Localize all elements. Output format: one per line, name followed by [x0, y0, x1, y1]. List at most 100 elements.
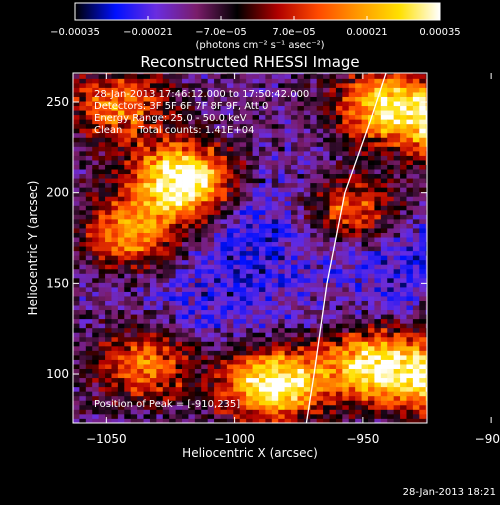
heatmap-cell: [233, 123, 241, 129]
heatmap-cell: [188, 259, 196, 265]
heatmap-cell: [291, 187, 298, 193]
heatmap-cell: [303, 110, 311, 116]
heatmap-cell: [310, 78, 318, 84]
heatmap-cell: [175, 277, 183, 283]
heatmap-cell: [73, 87, 80, 93]
heatmap-cell: [130, 255, 138, 261]
heatmap-cell: [297, 350, 305, 356]
heatmap-cell: [188, 359, 196, 365]
heatmap-cell: [303, 119, 311, 125]
heatmap-cell: [355, 123, 362, 129]
heatmap-cell: [246, 246, 253, 252]
heatmap-cell: [239, 386, 247, 392]
heatmap-cell: [162, 382, 170, 388]
heatmap-cell: [297, 191, 305, 197]
heatmap-cell: [278, 101, 286, 107]
heatmap-cell: [149, 250, 157, 256]
heatmap-cell: [137, 96, 144, 102]
heatmap-cell: [252, 214, 260, 220]
heatmap-cell: [137, 191, 144, 197]
heatmap-cell: [425, 137, 427, 143]
heatmap-cell: [124, 323, 132, 329]
heatmap-cell: [188, 286, 196, 292]
heatmap-cell: [278, 128, 286, 134]
heatmap-cell: [143, 191, 151, 197]
heatmap-cell: [310, 205, 318, 211]
heatmap-cell: [348, 200, 356, 206]
heatmap-cell: [252, 277, 260, 283]
heatmap-cell: [137, 341, 144, 347]
heatmap-cell: [419, 391, 427, 397]
heatmap-cell: [73, 241, 80, 247]
heatmap-cell: [361, 164, 369, 170]
heatmap-cell: [169, 128, 177, 134]
heatmap-cell: [348, 132, 356, 138]
heatmap-cell: [85, 386, 93, 392]
heatmap-cell: [355, 286, 362, 292]
heatmap-cell: [348, 110, 356, 116]
heatmap-cell: [284, 241, 292, 247]
heatmap-cell: [374, 282, 382, 288]
heatmap-cell: [117, 137, 125, 143]
heatmap-cell: [137, 305, 144, 311]
heatmap-cell: [220, 87, 228, 93]
heatmap-cell: [412, 196, 420, 202]
heatmap-cell: [111, 282, 119, 288]
heatmap-cell: [406, 250, 414, 256]
heatmap-cell: [226, 191, 234, 197]
heatmap-cell: [169, 286, 177, 292]
heatmap-cell: [98, 160, 106, 165]
heatmap-cell: [291, 286, 298, 292]
heatmap-cell: [156, 404, 164, 410]
heatmap-cell: [335, 400, 343, 406]
heatmap-cell: [226, 241, 234, 247]
heatmap-cell: [348, 128, 356, 134]
heatmap-cell: [258, 218, 266, 224]
heatmap-cell: [169, 146, 177, 152]
heatmap-cell: [156, 373, 164, 379]
heatmap-cell: [92, 323, 100, 329]
heatmap-cell: [201, 291, 209, 297]
heatmap-cell: [361, 332, 369, 338]
heatmap-cell: [406, 409, 414, 415]
heatmap-cell: [425, 268, 427, 274]
heatmap-cell: [79, 164, 87, 170]
heatmap-cell: [419, 350, 427, 356]
heatmap-cell: [194, 205, 202, 211]
heatmap-cell: [419, 191, 427, 197]
heatmap-cell: [368, 264, 375, 270]
heatmap-cell: [162, 318, 170, 324]
heatmap-cell: [297, 73, 305, 75]
heatmap-cell: [111, 205, 119, 211]
heatmap-cell: [387, 336, 395, 342]
heatmap-cell: [291, 264, 298, 270]
heatmap-cell: [406, 314, 414, 320]
heatmap-cell: [239, 359, 247, 365]
heatmap-cell: [124, 209, 132, 215]
heatmap-cell: [425, 359, 427, 365]
heatmap-cell: [278, 92, 286, 97]
heatmap-cell: [406, 119, 414, 125]
heatmap-cell: [98, 282, 106, 288]
heatmap-cell: [335, 318, 343, 324]
heatmap-cell: [355, 259, 362, 265]
heatmap-cell: [393, 413, 401, 419]
heatmap-cell: [342, 382, 350, 388]
heatmap-cell: [169, 182, 177, 188]
heatmap-cell: [323, 345, 330, 351]
heatmap-cell: [149, 291, 157, 297]
heatmap-cell: [188, 196, 196, 202]
heatmap-cell: [393, 110, 401, 116]
heatmap-cell: [278, 173, 286, 179]
heatmap-cell: [355, 364, 362, 369]
heatmap-cell: [220, 160, 228, 165]
heatmap-cell: [137, 418, 144, 423]
heatmap-cell: [425, 114, 427, 120]
heatmap-cell: [92, 345, 100, 351]
heatmap-cell: [297, 264, 305, 270]
heatmap-cell: [214, 223, 221, 229]
heatmap-cell: [194, 364, 202, 369]
heatmap-cell: [162, 150, 170, 156]
heatmap-cell: [239, 391, 247, 397]
heatmap-cell: [335, 345, 343, 351]
